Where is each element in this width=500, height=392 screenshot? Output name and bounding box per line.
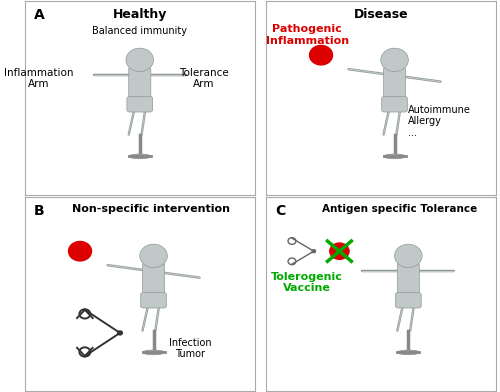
FancyBboxPatch shape bbox=[396, 292, 421, 308]
Circle shape bbox=[312, 250, 316, 253]
FancyBboxPatch shape bbox=[142, 263, 165, 299]
Text: Inflammation
Arm: Inflammation Arm bbox=[4, 68, 73, 89]
Circle shape bbox=[330, 243, 349, 260]
Text: Balanced immunity: Balanced immunity bbox=[92, 26, 188, 36]
Text: Healthy: Healthy bbox=[112, 9, 167, 22]
Text: Pathogenic
Inflammation: Pathogenic Inflammation bbox=[266, 24, 349, 45]
Circle shape bbox=[68, 241, 92, 261]
Ellipse shape bbox=[384, 154, 406, 159]
FancyBboxPatch shape bbox=[140, 292, 166, 308]
FancyBboxPatch shape bbox=[128, 67, 151, 103]
Circle shape bbox=[310, 45, 332, 65]
Circle shape bbox=[381, 48, 408, 71]
Text: A: A bbox=[34, 9, 45, 22]
Text: Tolerogenic
Vaccine: Tolerogenic Vaccine bbox=[272, 272, 343, 293]
Text: Autoimmune
Allergy
...: Autoimmune Allergy ... bbox=[408, 105, 471, 138]
Circle shape bbox=[394, 244, 422, 267]
FancyBboxPatch shape bbox=[382, 96, 407, 112]
Text: Disease: Disease bbox=[354, 9, 408, 22]
Text: C: C bbox=[275, 205, 285, 218]
FancyBboxPatch shape bbox=[384, 67, 406, 103]
FancyBboxPatch shape bbox=[127, 96, 152, 112]
Text: Non-specific intervention: Non-specific intervention bbox=[72, 205, 230, 214]
Ellipse shape bbox=[142, 350, 165, 355]
Circle shape bbox=[126, 48, 154, 71]
Ellipse shape bbox=[128, 154, 151, 159]
Text: B: B bbox=[34, 205, 44, 218]
Text: Tolerance
Arm: Tolerance Arm bbox=[179, 68, 229, 89]
Ellipse shape bbox=[398, 350, 419, 355]
Circle shape bbox=[118, 331, 122, 335]
Text: Antigen specific Tolerance: Antigen specific Tolerance bbox=[322, 205, 477, 214]
Circle shape bbox=[140, 244, 168, 267]
FancyBboxPatch shape bbox=[398, 263, 419, 299]
Text: Infection
Tumor: Infection Tumor bbox=[169, 338, 212, 359]
